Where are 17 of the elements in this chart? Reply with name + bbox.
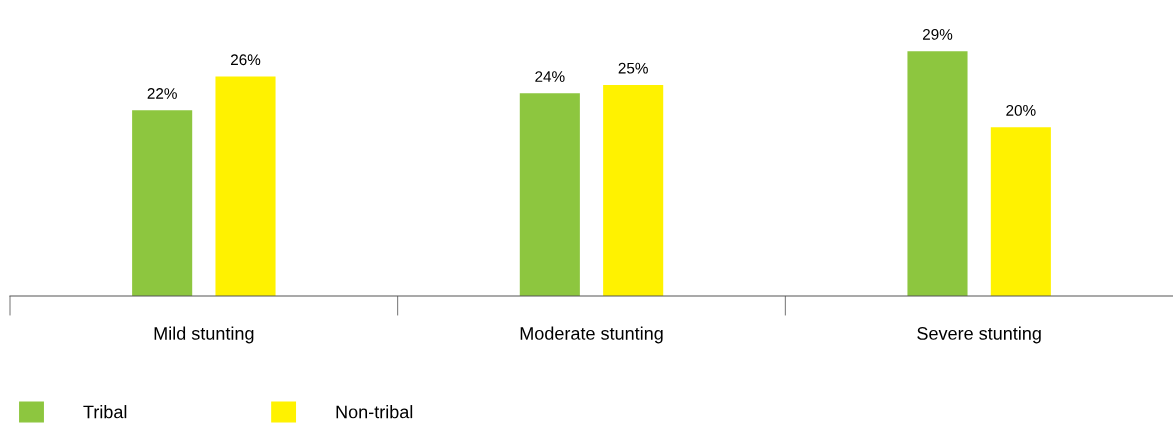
bar [907, 51, 968, 296]
x-tick-label: Mild stunting [154, 326, 254, 344]
bar [990, 127, 1051, 296]
data-label: 25% [618, 62, 648, 74]
data-label: 24% [535, 71, 565, 82]
legend-label: Non-tribal [336, 405, 413, 419]
bar [519, 93, 580, 296]
data-label: 29% [922, 28, 953, 40]
data-label: 22% [147, 88, 177, 99]
bar [132, 110, 193, 296]
bar [215, 76, 276, 296]
data-label: 26% [230, 54, 261, 66]
x-tick-label: Severe stunting [917, 326, 1041, 344]
legend-label: Tribal [83, 405, 127, 419]
data-label: 20% [1006, 104, 1036, 116]
bar [603, 84, 664, 296]
x-tick-label: Moderate stunting [520, 326, 663, 344]
